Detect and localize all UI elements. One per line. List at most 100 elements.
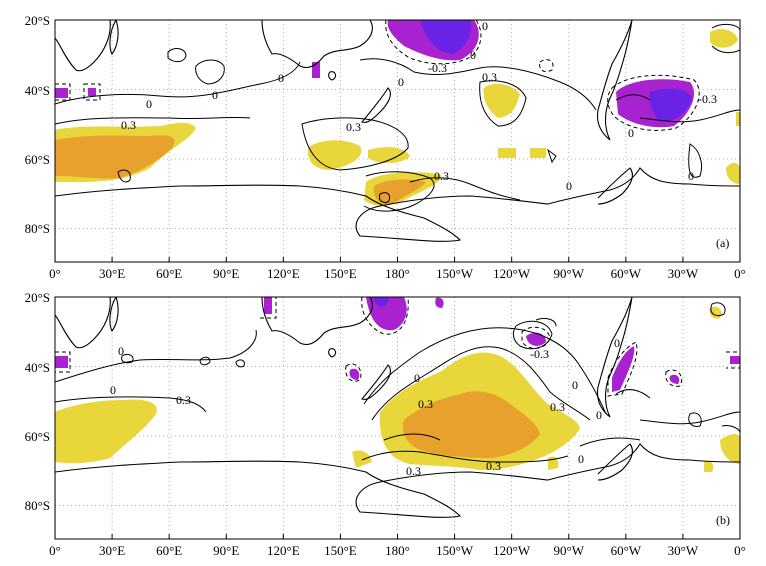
y-axis-a: 20°S 40°S 60°S 80°S <box>25 13 50 236</box>
x-tick-label: 90°W <box>554 266 585 281</box>
contour-label: 0 <box>212 88 218 102</box>
positive-anomaly-area <box>726 162 740 184</box>
positive-anomaly-area <box>483 83 520 118</box>
contour-labels-b: 0 0 0 0 0 0.3 0.3 0.3 0.3 0.3 -0.3 0 0 <box>110 336 620 478</box>
x-tick-label: 120°E <box>267 543 300 558</box>
map-b-content <box>55 297 740 539</box>
contour-label: -0.3 <box>530 347 549 361</box>
x-tick-label: 150°W <box>436 266 474 281</box>
contour-label: 0 <box>414 371 420 385</box>
y-tick-label: 80°S <box>25 498 50 513</box>
contour-label: 0 <box>118 344 124 358</box>
x-tick-label: 60°W <box>611 543 642 558</box>
contour-label: 0 <box>482 19 488 33</box>
map-a-content <box>55 20 740 262</box>
x-tick-label: 30°W <box>668 543 699 558</box>
y-axis-b: 20°S 40°S 60°S 80°S <box>25 290 50 513</box>
negative-anomaly-area <box>612 346 635 392</box>
positive-anomaly-area <box>498 148 516 158</box>
contours-a <box>55 23 740 212</box>
negative-anomaly-area <box>312 62 320 78</box>
y-tick-label: 20°S <box>25 13 50 28</box>
contour-label: 0.3 <box>176 393 191 407</box>
negative-contours-a <box>55 20 700 131</box>
negative-anomaly-strong-area <box>420 20 472 54</box>
contour-label: 0 <box>578 452 584 466</box>
contours-b <box>55 302 740 463</box>
contour-label: 0.3 <box>482 70 497 84</box>
x-tick-label: 180° <box>385 266 410 281</box>
y-tick-label: 80°S <box>25 221 50 236</box>
x-tick-label: 30°E <box>99 266 125 281</box>
x-tick-label: 90°W <box>554 543 585 558</box>
contour-label: 0 <box>398 75 404 89</box>
y-tick-label: 60°S <box>25 429 50 444</box>
x-tick-label: 0° <box>734 543 746 558</box>
negative-anomaly-area <box>526 332 546 346</box>
positive-anomaly-area <box>368 147 410 164</box>
contour-label: 0.3 <box>406 464 421 478</box>
positive-anomaly-area <box>530 148 546 158</box>
coastlines-a <box>55 20 740 262</box>
panel-tag-b: (b) <box>716 513 730 527</box>
contour-label: -0.3 <box>698 92 717 106</box>
negative-anomaly-area <box>349 368 360 380</box>
positive-anomaly-strong-area <box>55 135 175 179</box>
positive-anomaly-area <box>55 399 157 464</box>
positive-anomaly-strong-area <box>402 391 540 458</box>
contour-label: 0 <box>596 408 602 422</box>
negative-anomaly-area <box>366 297 407 331</box>
x-tick-label: 60°E <box>156 543 182 558</box>
contour-label: -0.3 <box>428 61 447 75</box>
x-tick-label: 60°W <box>611 266 642 281</box>
contour-label: 0 <box>278 71 284 85</box>
x-axis-a: 0° 30°E 60°E 90°E 120°E 150°E 180° 150°W 120°W 90… <box>49 257 746 281</box>
panel-tag-a: (a) <box>716 236 729 250</box>
y-tick-label: 60°S <box>25 152 50 167</box>
y-tick-label: 40°S <box>25 83 50 98</box>
negative-anomaly-area <box>264 297 272 314</box>
negative-contours-b <box>55 297 740 397</box>
x-tick-label: 150°E <box>324 543 357 558</box>
negative-anomaly-strong-area <box>649 88 692 122</box>
contour-label: 0 <box>614 336 620 350</box>
contour-label: 0.3 <box>434 169 449 183</box>
contour-label: 0.3 <box>418 397 433 411</box>
map-panel-a: 0 0 0 0 0 0 0 0.3 0.3 0.3 0.3 -0.3 -0.3 … <box>25 13 746 281</box>
negative-anomaly-area <box>669 374 680 384</box>
positive-anomaly-strong-area <box>373 179 426 205</box>
negative-anomaly-area <box>55 88 68 98</box>
y-tick-label: 40°S <box>25 360 50 375</box>
contour-label: 0 <box>110 383 116 397</box>
x-tick-label: 60°E <box>156 266 182 281</box>
positive-anomaly-area <box>352 450 372 468</box>
x-tick-label: 30°W <box>668 266 699 281</box>
x-tick-label: 120°W <box>493 543 531 558</box>
negative-anomaly-area <box>88 88 96 96</box>
x-tick-label: 90°E <box>213 543 239 558</box>
contour-label: 0 <box>470 48 476 62</box>
x-tick-label: 120°E <box>267 266 300 281</box>
negative-anomaly-area <box>435 297 444 308</box>
contour-label: 0 <box>628 126 634 140</box>
x-tick-label: 0° <box>49 543 61 558</box>
contour-label: 0 <box>572 378 578 392</box>
positive-anomaly-area <box>720 434 740 464</box>
contour-label: 0 <box>688 169 694 183</box>
positive-anomaly-area <box>704 460 714 472</box>
y-tick-label: 20°S <box>25 290 50 305</box>
x-tick-label: 180° <box>385 543 410 558</box>
x-tick-label: 0° <box>734 266 746 281</box>
contour-label: 0 <box>146 97 152 111</box>
x-tick-label: 90°E <box>213 266 239 281</box>
positive-anomaly-area <box>710 29 738 48</box>
negative-anomaly-strong-area <box>372 297 389 307</box>
contour-label: 0.3 <box>121 118 136 132</box>
x-tick-label: 150°W <box>436 543 474 558</box>
x-tick-label: 150°E <box>324 266 357 281</box>
contour-label: 0.3 <box>550 400 565 414</box>
positive-anomaly-area <box>736 112 740 126</box>
map-panel-b: 0 0 0 0 0 0.3 0.3 0.3 0.3 0.3 -0.3 0 0 (… <box>25 290 746 558</box>
coastlines-b <box>55 297 740 539</box>
